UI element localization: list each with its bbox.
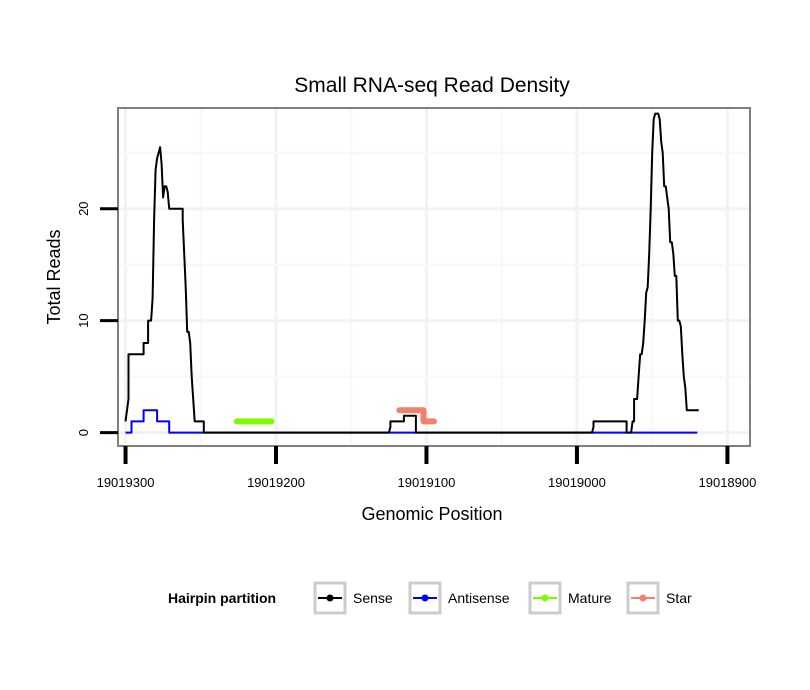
- legend-item-mature: Mature: [528, 581, 612, 615]
- y-tick-label: 20: [76, 201, 91, 215]
- plot-panel-background: [118, 108, 750, 446]
- legend-key-point: [421, 594, 429, 602]
- y-axis: 0 10 20: [76, 201, 118, 436]
- data-series: [124, 112, 699, 434]
- x-tick-label: 19018900: [699, 475, 757, 490]
- legend-title: Hairpin partition: [168, 590, 276, 606]
- series-line-sense: [124, 112, 699, 434]
- y-tick-label: 0: [76, 429, 91, 436]
- legend-key-box: [408, 581, 442, 615]
- legend-key-point: [541, 594, 549, 602]
- chart-title: Small RNA-seq Read Density: [294, 74, 570, 97]
- legend-item-antisense: Antisense: [408, 581, 510, 615]
- x-tick-label: 19019000: [548, 475, 606, 490]
- legend: Hairpin partition Sense Antisense Mature St…: [168, 581, 692, 615]
- legend-label: Sense: [353, 590, 393, 606]
- x-tick-label: 19019200: [247, 475, 305, 490]
- legend-label: Antisense: [448, 590, 510, 606]
- y-axis-title: Total Reads: [44, 229, 64, 324]
- legend-label: Star: [666, 590, 692, 606]
- legend-key-point: [326, 594, 334, 602]
- legend-item-star: Star: [626, 581, 692, 615]
- x-axis: 19019300 19019200 19019100 19019000 19018900: [97, 446, 757, 490]
- y-tick-label: 10: [76, 313, 91, 327]
- legend-items: Sense Antisense Mature Star: [313, 581, 692, 615]
- series-line-antisense: [125, 409, 698, 434]
- series-line-star: [396, 407, 437, 425]
- plot-panel-border: [117, 107, 751, 447]
- x-axis-title: Genomic Position: [361, 504, 502, 524]
- legend-label: Mature: [568, 590, 612, 606]
- legend-item-sense: Sense: [313, 581, 393, 615]
- legend-key-point: [639, 594, 647, 602]
- x-tick-label: 19019300: [97, 475, 155, 490]
- x-tick-label: 19019100: [398, 475, 456, 490]
